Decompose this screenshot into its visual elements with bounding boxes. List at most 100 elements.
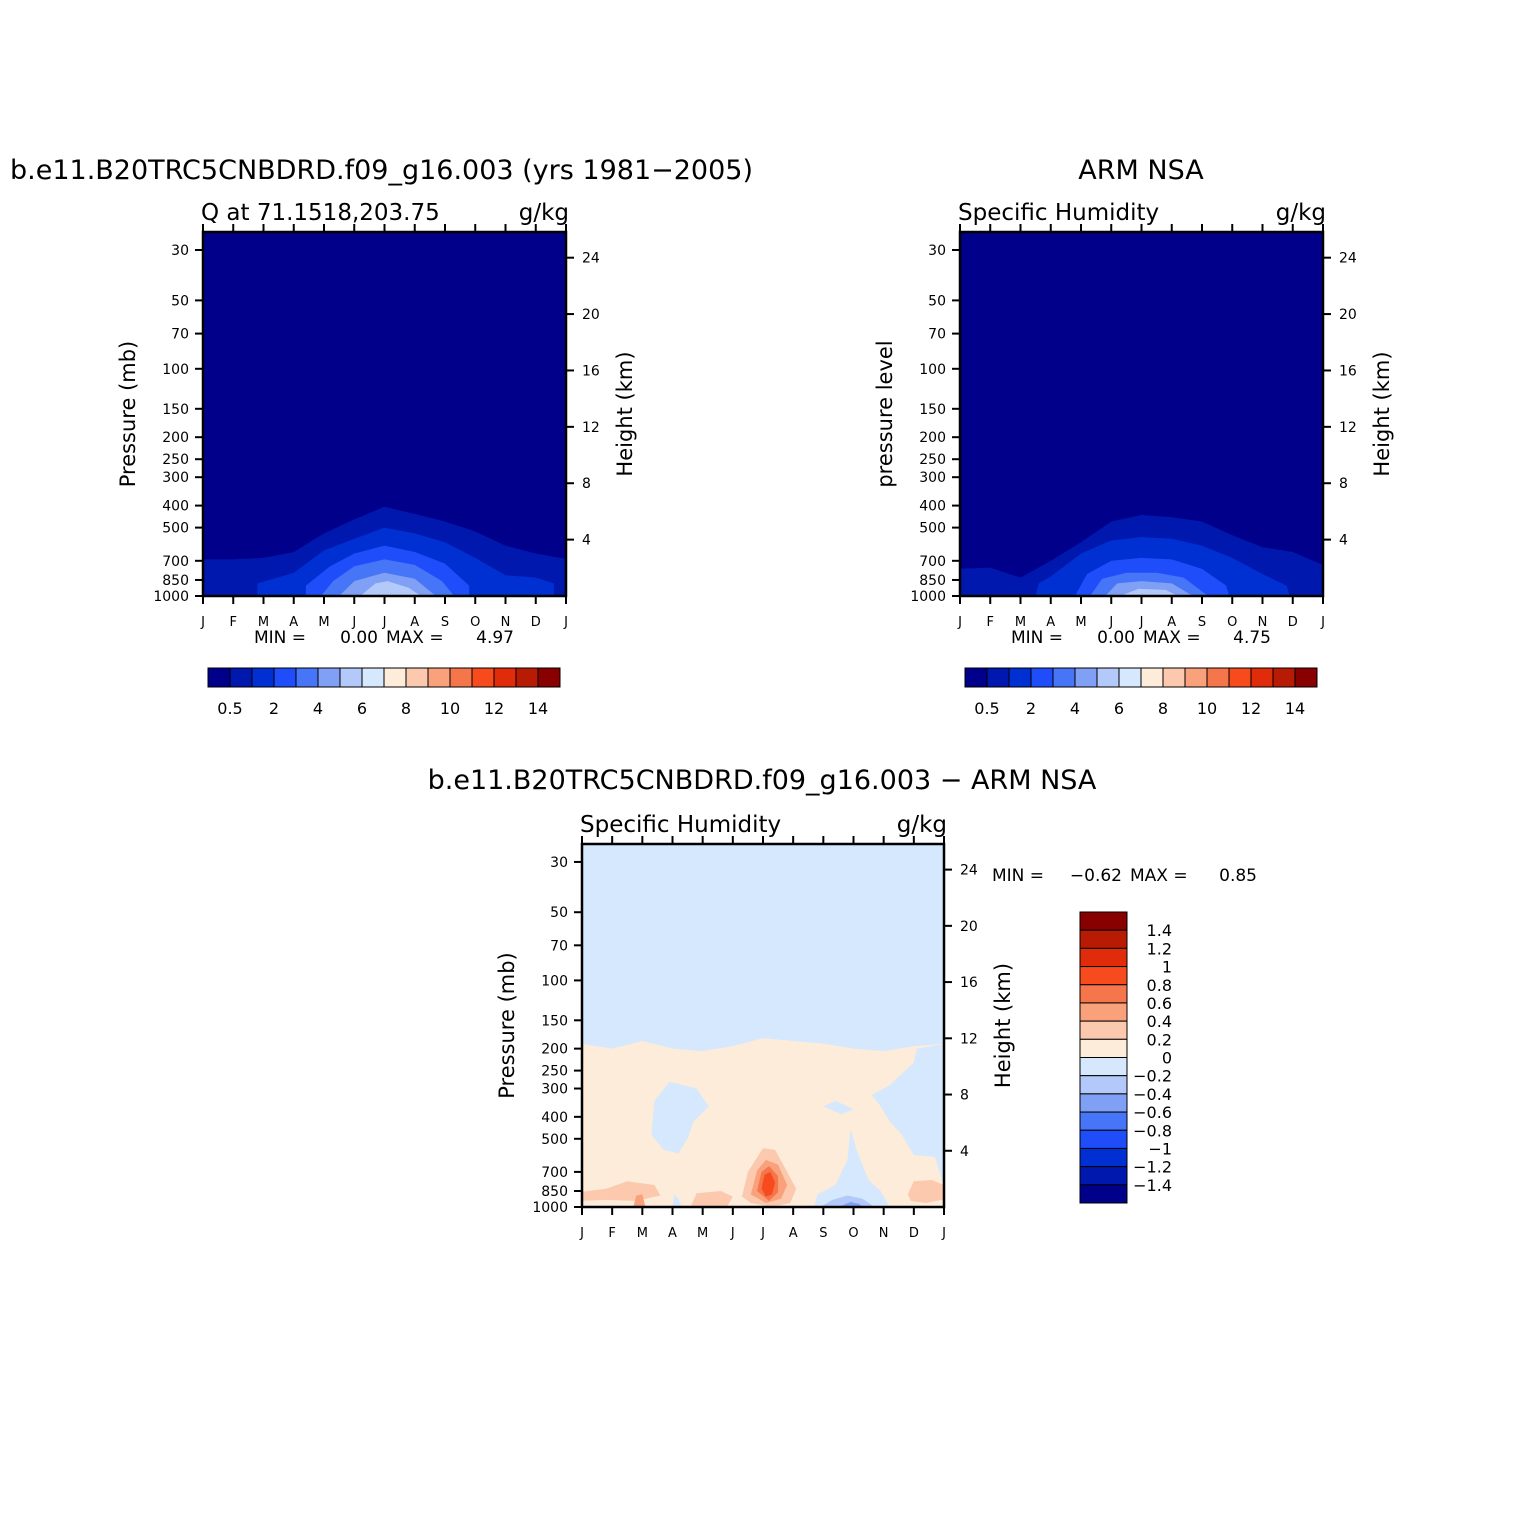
contour-band xyxy=(823,1100,854,1115)
pressure-tick-label: 300 xyxy=(541,1082,568,1098)
height-tick-label: 20 xyxy=(1339,307,1357,323)
colorbar-label: −0.6 xyxy=(1133,1103,1172,1122)
colorbar-label: 0.8 xyxy=(1147,976,1172,995)
month-label: M xyxy=(637,1226,648,1241)
pressure-tick-label: 500 xyxy=(541,1132,568,1148)
month-label: J xyxy=(563,615,568,630)
min-label: MIN = xyxy=(254,628,306,648)
month-label: F xyxy=(608,1226,615,1241)
y2-axis-label: Height (km) xyxy=(613,351,637,476)
y-axis-label: pressure level xyxy=(873,340,897,487)
month-label: D xyxy=(1288,615,1298,630)
colorbar-label: 8 xyxy=(401,699,411,718)
colorbar-swatch xyxy=(493,667,517,688)
units-label: g/kg xyxy=(519,200,569,226)
pressure-tick-label: 50 xyxy=(171,293,189,309)
colorbar: 0.5 2 4 6 8 10 12 14 xyxy=(964,667,1318,718)
pressure-tick-label: 150 xyxy=(919,402,946,418)
contour-band xyxy=(633,1194,646,1207)
colorbar: 1.41.210.80.60.40.20−0.2−0.4−0.6−0.8−1−1… xyxy=(1079,911,1172,1204)
month-label: O xyxy=(1227,615,1237,630)
pressure-tick-label: 300 xyxy=(162,470,189,486)
contour-band xyxy=(360,581,421,596)
colorbar-swatch xyxy=(1079,1002,1128,1022)
colorbar-label: −1.2 xyxy=(1133,1158,1172,1177)
height-tick-label: 12 xyxy=(582,420,600,436)
colorbar-label: 1 xyxy=(1162,958,1172,977)
pressure-tick-label: 50 xyxy=(928,293,946,309)
colorbar: 0.5 2 4 6 8 10 12 14 xyxy=(207,667,561,718)
colorbar-swatch xyxy=(1206,667,1230,688)
pressure-tick-label: 250 xyxy=(919,452,946,468)
colorbar-swatch xyxy=(361,667,385,688)
pressure-tick-label: 700 xyxy=(541,1165,568,1181)
pressure-tick-label: 400 xyxy=(541,1110,568,1126)
pressure-tick-label: 250 xyxy=(541,1064,568,1080)
month-label: D xyxy=(531,615,541,630)
height-tick-label: 24 xyxy=(582,251,600,267)
panel-title: b.e11.B20TRC5CNBDRD.f09_g16.003 (yrs 198… xyxy=(10,155,753,186)
colorbar-swatch xyxy=(1079,1129,1128,1149)
month-label: J xyxy=(1139,615,1144,630)
height-tick-label: 16 xyxy=(582,363,600,379)
month-label: J xyxy=(957,615,962,630)
pressure-tick-label: 100 xyxy=(162,362,189,378)
colorbar-swatch xyxy=(1079,1038,1128,1058)
pressure-tick-label: 100 xyxy=(541,973,568,989)
colorbar-swatch xyxy=(1079,929,1128,949)
height-tick-label: 4 xyxy=(582,533,591,549)
colorbar-swatch xyxy=(1079,947,1128,968)
contour-field xyxy=(960,232,1323,596)
colorbar-label: 10 xyxy=(440,699,460,718)
colorbar-label: −1.4 xyxy=(1133,1176,1172,1195)
pressure-tick-label: 100 xyxy=(919,362,946,378)
month-label: O xyxy=(848,1226,858,1241)
colorbar-label: 1.4 xyxy=(1147,921,1172,940)
pressure-tick-label: 150 xyxy=(541,1013,568,1029)
colorbar-label: 4 xyxy=(1070,699,1080,718)
height-tick-label: 20 xyxy=(960,919,978,935)
panel-difference: J F M A M J J A S O N D J305070100150200250300400500… xyxy=(428,765,1257,1241)
month-label: F xyxy=(987,615,994,630)
max-value: 4.97 xyxy=(476,628,514,648)
pressure-tick-label: 500 xyxy=(162,521,189,537)
y2-axis-label: Height (km) xyxy=(1370,351,1394,476)
pressure-tick-label: 1000 xyxy=(153,589,189,605)
contour-band xyxy=(672,1194,682,1207)
colorbar-swatch xyxy=(1250,667,1274,688)
month-label: O xyxy=(470,615,480,630)
min-label: MIN = xyxy=(1011,628,1063,648)
height-tick-label: 24 xyxy=(1339,251,1357,267)
height-tick-label: 12 xyxy=(960,1031,978,1047)
colorbar-swatch xyxy=(1079,1147,1128,1168)
colorbar-swatch xyxy=(537,667,561,688)
pressure-tick-label: 200 xyxy=(541,1042,568,1058)
colorbar-label: 2 xyxy=(269,699,279,718)
height-tick-label: 8 xyxy=(960,1088,969,1104)
month-label: J xyxy=(760,1226,765,1241)
colorbar-swatch xyxy=(1079,966,1128,986)
max-label: MAX = xyxy=(1130,866,1188,886)
contour-band xyxy=(761,1171,776,1197)
pressure-tick-label: 70 xyxy=(171,327,189,343)
colorbar-swatch xyxy=(1030,667,1054,688)
left-string: Specific Humidity xyxy=(958,200,1159,226)
pressure-tick-label: 250 xyxy=(162,452,189,468)
pressure-tick-label: 200 xyxy=(162,430,189,446)
colorbar-label: 12 xyxy=(484,699,504,718)
colorbar-swatch xyxy=(1079,1111,1128,1131)
colorbar-swatch xyxy=(515,667,539,688)
contour-field xyxy=(203,232,566,596)
pressure-tick-label: 200 xyxy=(919,430,946,446)
colorbar-label: 12 xyxy=(1241,699,1261,718)
contour-band xyxy=(1120,588,1178,596)
colorbar-label: 0 xyxy=(1162,1049,1172,1068)
colorbar-label: 14 xyxy=(1285,699,1305,718)
colorbar-swatch xyxy=(1162,667,1186,688)
pressure-tick-label: 150 xyxy=(162,402,189,418)
month-label: N xyxy=(1258,615,1268,630)
month-label: J xyxy=(730,1226,735,1241)
pressure-tick-label: 850 xyxy=(541,1184,568,1200)
month-label: J xyxy=(1108,615,1113,630)
